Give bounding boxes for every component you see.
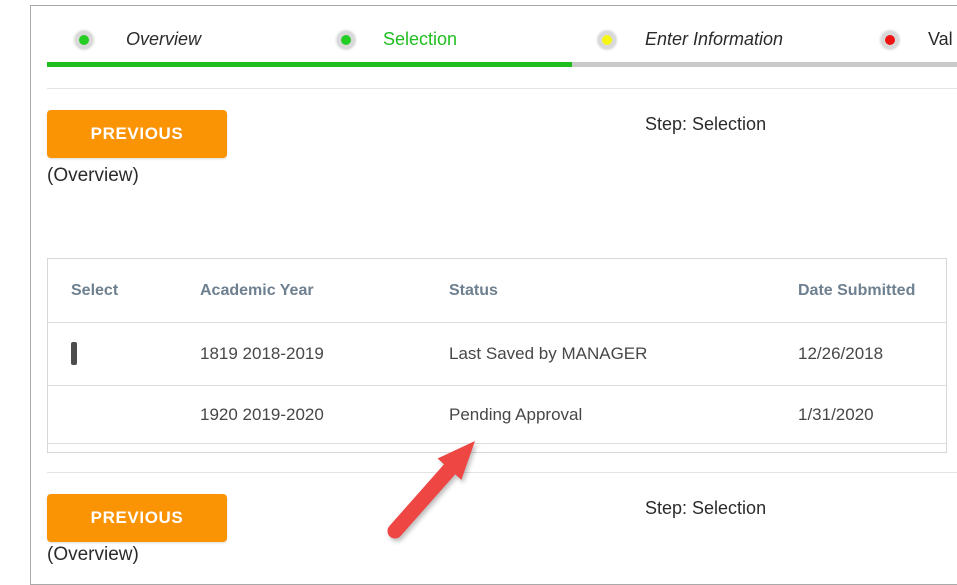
- status-cell: Last Saved by MANAGER: [449, 344, 648, 363]
- step-status-dot-green: [75, 30, 93, 49]
- step-label: Val: [928, 29, 953, 49]
- table-row: 1920 2019-2020 Pending Approval 1/31/202…: [48, 386, 946, 444]
- divider: [47, 88, 957, 89]
- date-submitted-cell: 12/26/2018: [798, 344, 884, 363]
- current-step-label: Step: Selection: [645, 498, 767, 518]
- previous-button[interactable]: PREVIOUS: [47, 110, 227, 158]
- academic-year-cell: 1819 2018-2019: [200, 344, 324, 363]
- date-submitted-cell: 1/31/2020: [798, 404, 874, 424]
- step-label: Enter Information: [645, 29, 784, 49]
- stepper-step-overview[interactable]: Overview: [75, 29, 201, 50]
- progress-bar-completed: [47, 62, 572, 67]
- step-status-dot-green: [337, 30, 355, 49]
- stepper-step-validation[interactable]: Val: [881, 29, 953, 50]
- step-label: Selection: [383, 29, 458, 49]
- table-row: 1819 2018-2019 Last Saved by MANAGER 12/…: [48, 323, 946, 386]
- step-label: Overview: [126, 29, 202, 49]
- previous-button-caption: (Overview): [47, 544, 139, 565]
- column-header-select: Select: [71, 281, 119, 299]
- previous-button-caption: (Overview): [47, 165, 139, 186]
- academic-year-table: Select Academic Year Status Date Submitt…: [47, 258, 947, 453]
- column-header-status: Status: [449, 281, 498, 299]
- column-header-date-submitted: Date Submitted: [798, 281, 916, 299]
- stepper-step-selection[interactable]: Selection: [337, 29, 457, 50]
- select-row-checkbox[interactable]: [71, 342, 77, 365]
- step-status-dot-yellow: [598, 30, 616, 49]
- column-header-academic-year: Academic Year: [200, 281, 314, 299]
- stepper-step-enter-information[interactable]: Enter Information: [598, 29, 783, 50]
- divider: [47, 472, 957, 473]
- status-cell: Pending Approval: [449, 404, 583, 424]
- current-step-label: Step: Selection: [645, 114, 767, 134]
- step-status-dot-red: [881, 30, 899, 49]
- table-header-row: Select Academic Year Status Date Submitt…: [48, 259, 946, 323]
- academic-year-cell: 1920 2019-2020: [200, 404, 324, 424]
- progress-bar-track: [572, 62, 957, 67]
- previous-button[interactable]: PREVIOUS: [47, 494, 227, 542]
